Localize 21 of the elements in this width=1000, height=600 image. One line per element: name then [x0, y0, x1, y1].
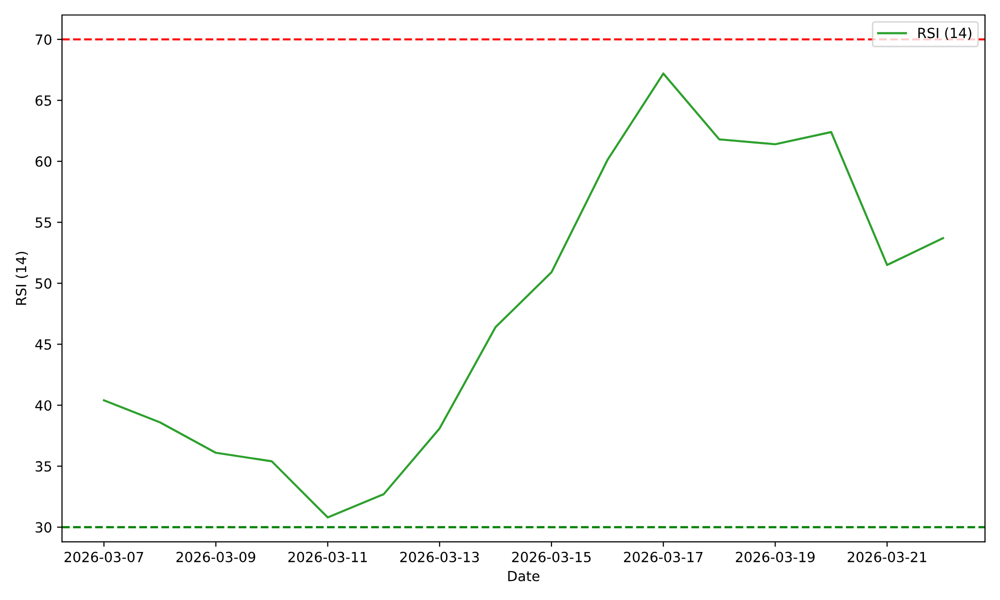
x-tick-label: 2026-03-17 — [624, 552, 703, 562]
line-series — [102, 72, 944, 518]
x-axis-title: Date — [508, 570, 540, 582]
y-tick-label: 30 — [36, 522, 52, 533]
legend-label: RSI (14) — [918, 28, 972, 40]
x-tick-label: 2026-03-07 — [64, 552, 144, 562]
y-tick-label: 60 — [36, 156, 52, 167]
y-axis-title: RSI (14) — [16, 252, 28, 305]
y-tick-label: 70 — [36, 34, 52, 45]
y-tick-label: 50 — [36, 278, 52, 289]
x-tick-label: 2026-03-09 — [176, 552, 256, 562]
x-tick-label: 2026-03-19 — [736, 552, 815, 562]
x-tick-label: 2026-03-11 — [288, 552, 367, 562]
y-tick-label: 35 — [36, 461, 52, 472]
y-tick-label: 45 — [35, 339, 52, 350]
x-tick-label: 2026-03-13 — [400, 552, 479, 562]
x-tick-label: 2026-03-15 — [512, 552, 591, 562]
y-tick-label: 65 — [36, 95, 52, 106]
y-tick-label: 55 — [36, 217, 52, 228]
x-tick-label: 2026-03-21 — [848, 552, 926, 562]
y-tick-label: 40 — [35, 400, 52, 411]
